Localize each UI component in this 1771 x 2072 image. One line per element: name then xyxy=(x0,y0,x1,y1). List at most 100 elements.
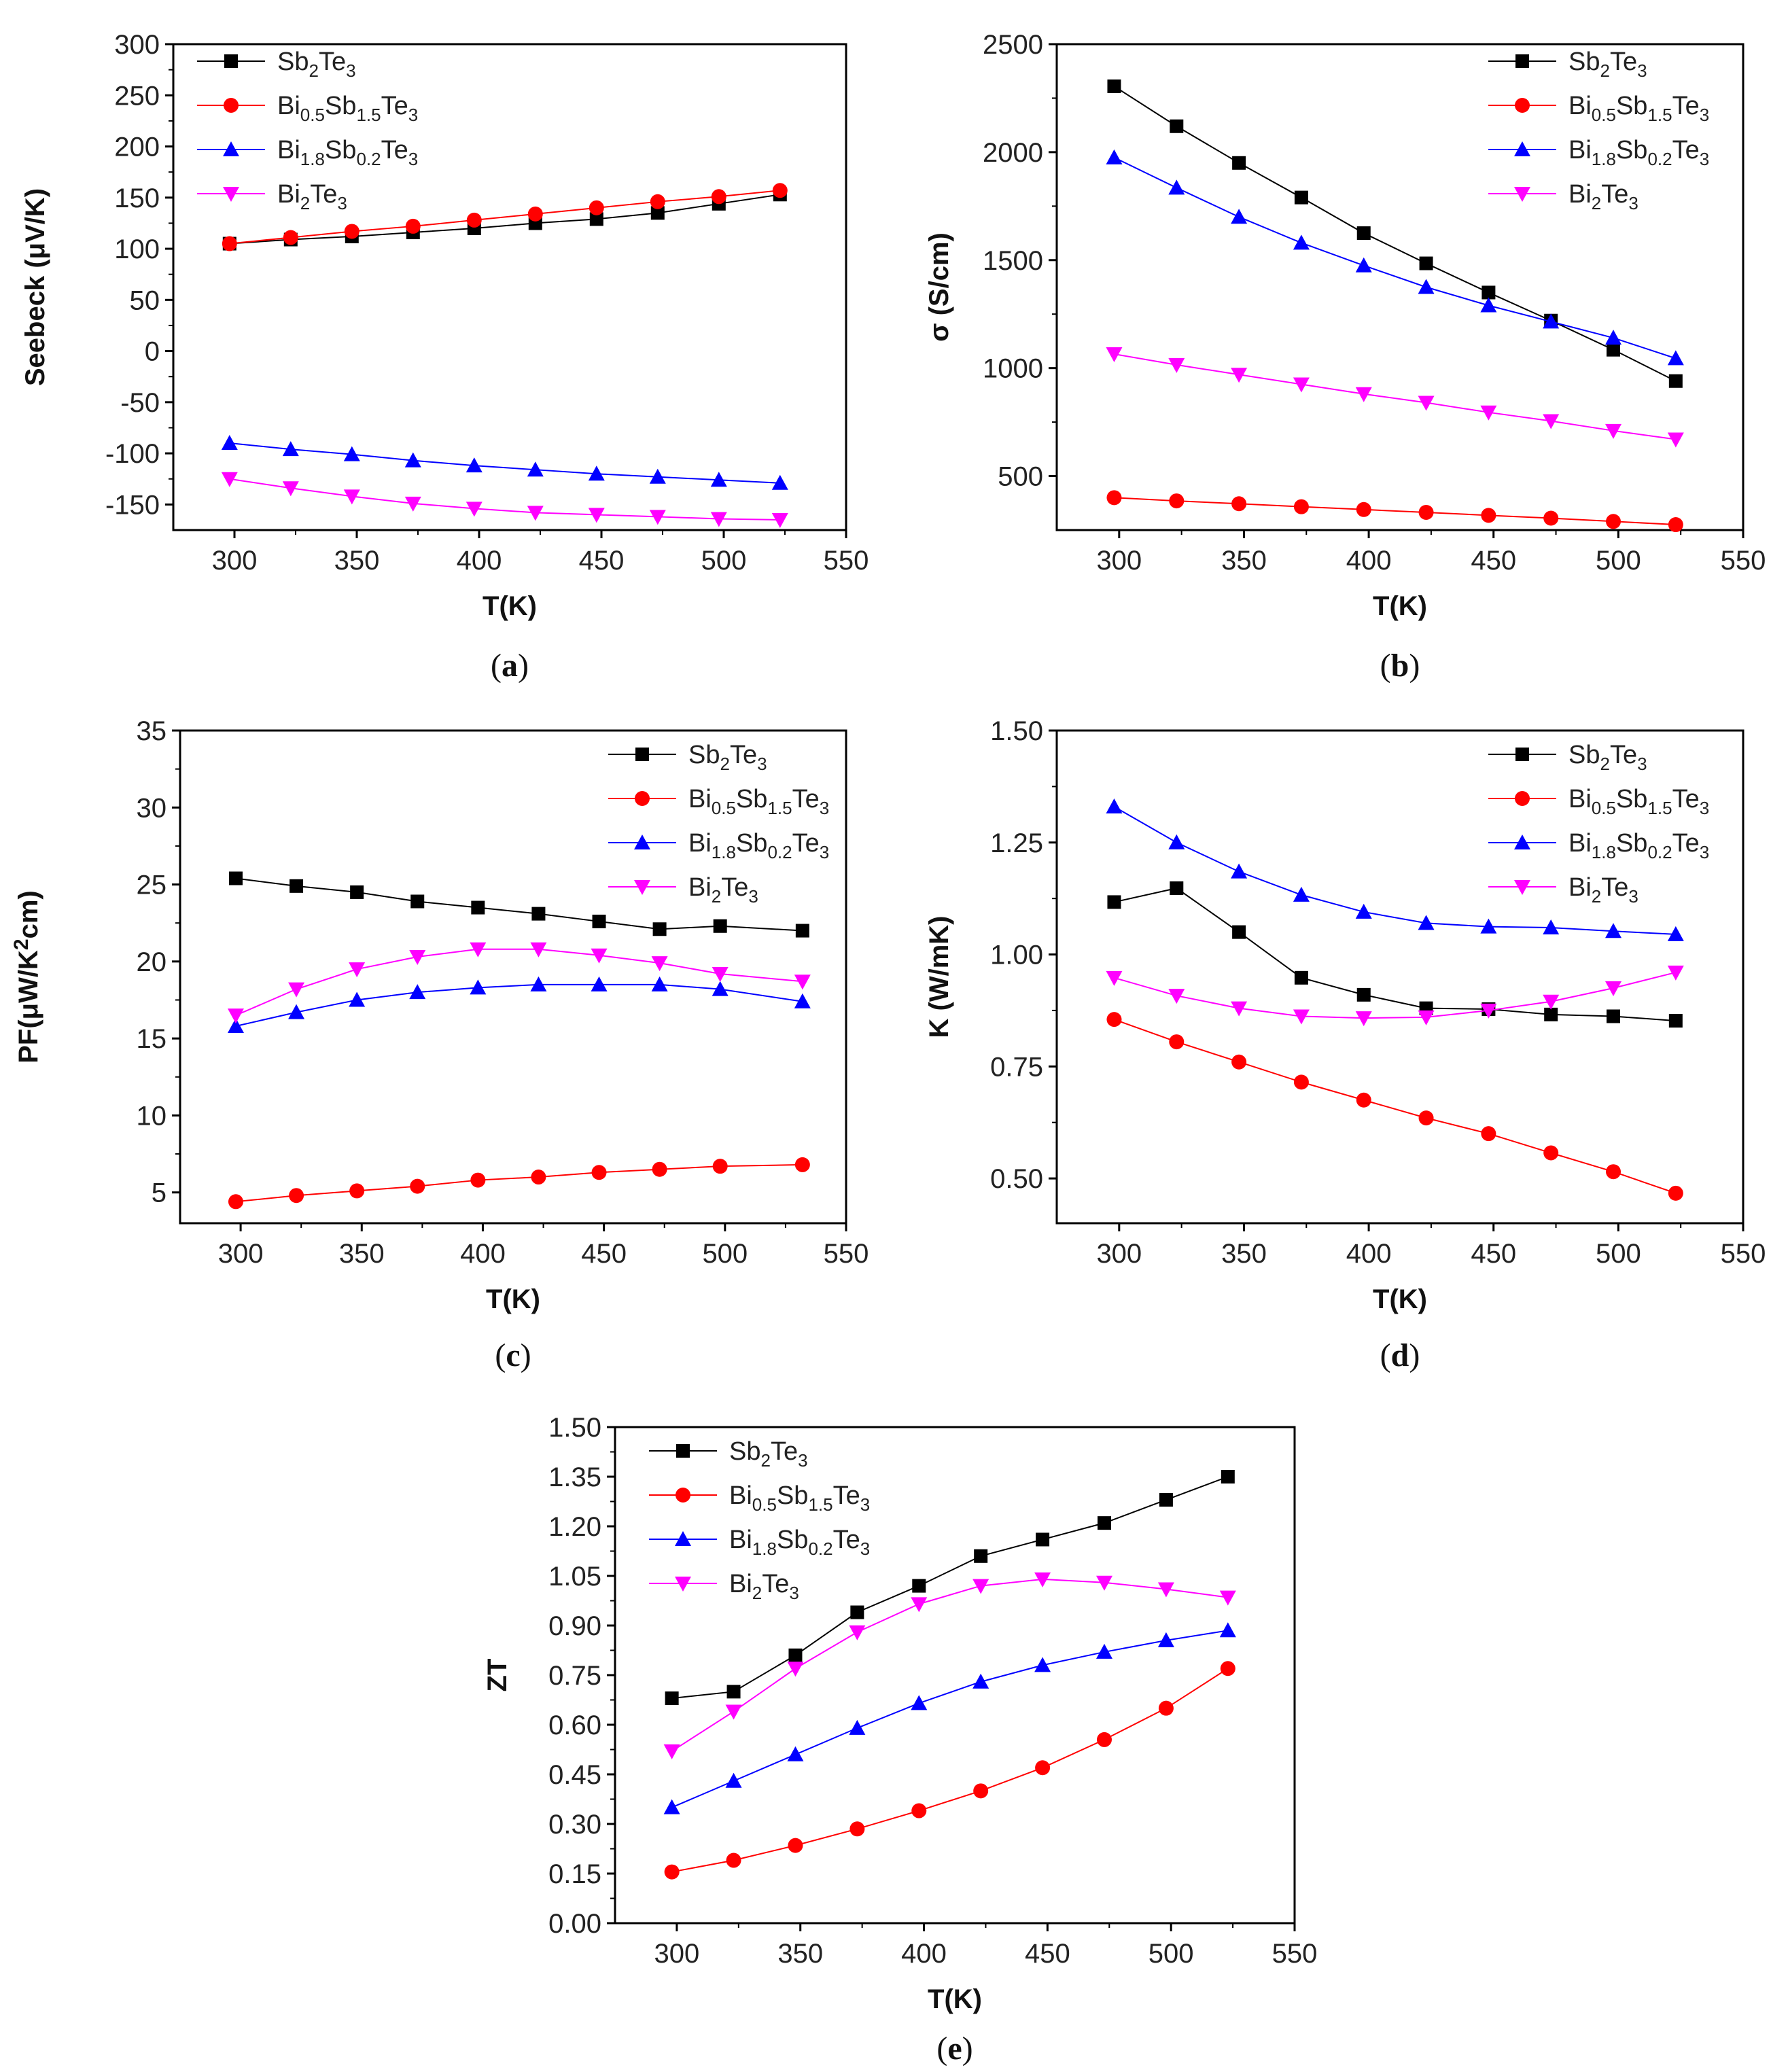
panel-caption: (e) xyxy=(936,2031,972,2067)
data-point xyxy=(1107,895,1121,909)
data-point xyxy=(788,1838,803,1853)
x-axis-label: T(K) xyxy=(1373,591,1427,621)
data-point xyxy=(1668,1014,1683,1028)
y-tick-label: 1.25 xyxy=(990,828,1043,858)
data-point xyxy=(1606,1164,1621,1180)
data-point xyxy=(787,1662,804,1677)
data-point xyxy=(1355,1011,1372,1027)
legend: Sb2Te3 Bi0.5Sb1.5Te3 Bi1.8Sb0.2Te3 Bi2Te3 xyxy=(1488,48,1709,213)
series-line xyxy=(235,983,803,1027)
x-tick-label: 350 xyxy=(1221,1239,1267,1269)
series-line xyxy=(229,194,780,245)
data-point xyxy=(912,1579,926,1593)
x-tick-label: 550 xyxy=(1272,1939,1318,1969)
x-tick-label: 550 xyxy=(824,1239,869,1269)
series-line xyxy=(1114,887,1676,1022)
data-point xyxy=(228,1194,243,1210)
data-point xyxy=(531,1170,546,1185)
data-point xyxy=(1231,209,1248,224)
data-point xyxy=(1232,925,1246,939)
data-point xyxy=(649,468,666,484)
data-point xyxy=(344,224,360,239)
data-point xyxy=(1231,368,1248,383)
series-line xyxy=(1113,806,1676,935)
data-point xyxy=(663,1799,680,1814)
data-point xyxy=(1168,179,1185,195)
data-point xyxy=(1170,881,1184,895)
y-axis-label: σ (S/cm) xyxy=(924,232,954,342)
y-tick-label: 200 xyxy=(114,133,160,162)
data-point xyxy=(1293,499,1309,514)
data-point xyxy=(1355,903,1372,919)
legend-marker xyxy=(1515,98,1530,113)
series-line xyxy=(1113,86,1677,382)
data-point xyxy=(974,1549,988,1563)
data-point xyxy=(1106,490,1122,506)
y-tick-label: -50 xyxy=(120,388,160,418)
legend-label: Bi2Te3 xyxy=(729,1570,799,1603)
data-point xyxy=(1356,502,1371,517)
legend-marker xyxy=(1514,835,1530,849)
data-point xyxy=(710,472,727,487)
legend-label: Sb2Te3 xyxy=(729,1437,808,1471)
data-point xyxy=(911,1803,927,1819)
series-line xyxy=(1114,156,1677,359)
data-point xyxy=(1481,285,1496,300)
legend-label: Bi0.5Sb1.5Te3 xyxy=(1568,92,1709,125)
data-point xyxy=(711,189,726,205)
data-point xyxy=(349,962,366,978)
data-point xyxy=(1231,496,1247,512)
legend-label: Sb2Te3 xyxy=(277,48,356,81)
chart-b: 300 350 400 450 500 550 500 1000 1500 2000 2500 T(K… xyxy=(924,30,1766,684)
legend-label: Bi0.5Sb1.5Te3 xyxy=(1568,785,1709,818)
series-line xyxy=(671,1578,1228,1752)
legend-marker xyxy=(1514,141,1530,156)
y-tick-label: -150 xyxy=(105,490,160,520)
legend-label: Bi2Te3 xyxy=(277,180,347,213)
legend-label: Sb2Te3 xyxy=(1568,741,1647,774)
data-point xyxy=(282,441,299,457)
data-point xyxy=(1607,1009,1621,1023)
plot-frame xyxy=(614,1426,1296,1925)
data-point xyxy=(1543,510,1559,526)
x-tick-label: 500 xyxy=(1596,1239,1641,1269)
series-Sb2Te3 xyxy=(228,871,809,938)
x-tick-label: 500 xyxy=(1596,546,1641,576)
data-point xyxy=(1667,350,1684,366)
y-tick-label: 1.35 xyxy=(548,1462,601,1492)
data-point xyxy=(1543,313,1560,329)
series-line xyxy=(671,1668,1229,1873)
data-point xyxy=(531,907,546,921)
data-point xyxy=(1356,987,1371,1002)
data-point xyxy=(589,212,603,226)
y-tick-label: 1000 xyxy=(983,354,1043,384)
data-point xyxy=(849,1821,865,1837)
data-point xyxy=(1418,504,1434,520)
y-tick-label: 0 xyxy=(145,337,160,367)
data-point xyxy=(651,956,668,972)
data-point xyxy=(794,1157,810,1172)
data-point xyxy=(1667,926,1684,941)
data-point xyxy=(726,1852,741,1868)
data-point xyxy=(1106,970,1123,986)
y-tick-label: 0.30 xyxy=(548,1810,601,1840)
data-point xyxy=(725,1704,742,1720)
x-tick-label: 350 xyxy=(334,546,380,576)
y-axis-label: Seebeck (μV/K) xyxy=(20,188,50,386)
y-tick-label: -100 xyxy=(105,439,160,469)
y-tick-label: 0.90 xyxy=(548,1611,601,1641)
data-point xyxy=(1293,377,1310,393)
data-point xyxy=(1219,1590,1236,1606)
data-point xyxy=(1096,1643,1112,1659)
x-tick-label: 500 xyxy=(1148,1939,1194,1969)
y-tick-label: 1.00 xyxy=(990,941,1043,970)
data-point xyxy=(1169,1034,1185,1050)
legend-marker xyxy=(676,1444,690,1458)
data-point xyxy=(221,435,238,451)
data-point xyxy=(849,1625,866,1640)
data-point xyxy=(1481,1126,1496,1142)
data-point xyxy=(771,474,788,490)
x-tick-label: 350 xyxy=(777,1939,823,1969)
data-point xyxy=(1034,1657,1051,1672)
x-axis-label: T(K) xyxy=(483,591,537,621)
